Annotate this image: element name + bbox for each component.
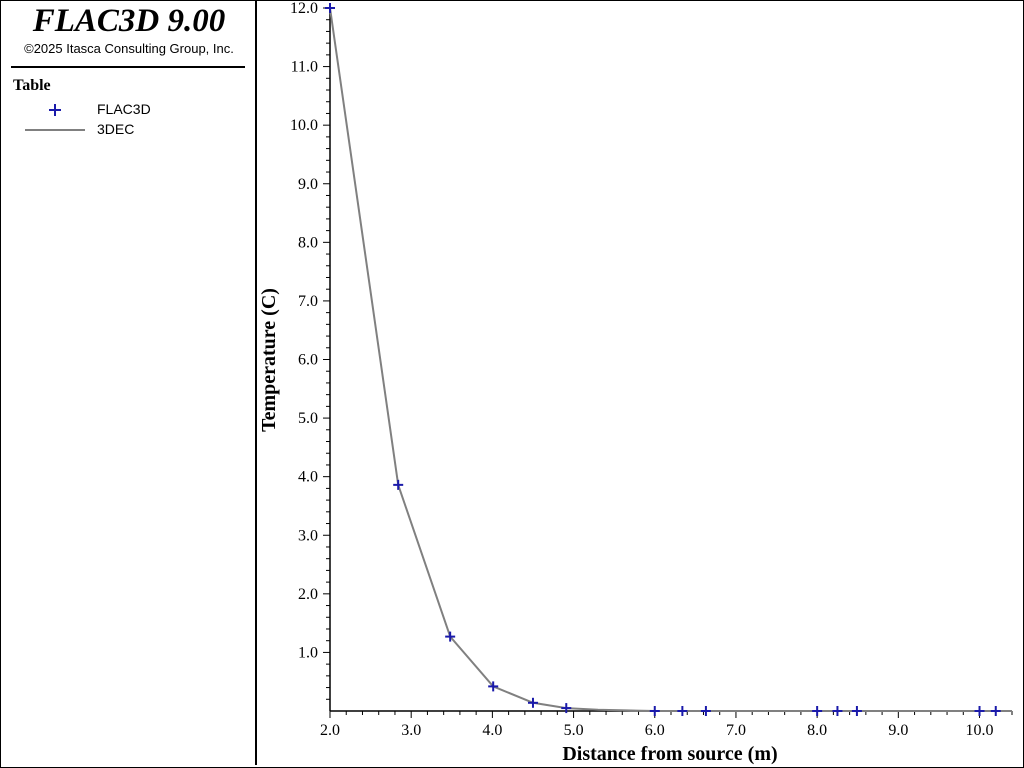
data-point-flac3d <box>527 697 538 708</box>
legend-label-flac3d: FLAC3D <box>97 101 151 117</box>
data-point-flac3d <box>393 479 404 490</box>
x-axis-label: Distance from source (m) <box>562 743 777 765</box>
line-marker-icon <box>25 129 85 131</box>
x-tick-label: 4.0 <box>482 722 502 739</box>
y-tick-label: 8.0 <box>298 234 318 251</box>
legend-label-3dec: 3DEC <box>97 121 135 137</box>
x-tick-label: 3.0 <box>401 722 421 739</box>
plus-marker-icon <box>49 104 61 116</box>
y-tick-label: 2.0 <box>298 586 318 603</box>
data-point-flac3d <box>649 706 660 716</box>
y-tick-label: 7.0 <box>298 293 318 310</box>
data-point-flac3d <box>990 706 1001 716</box>
data-point-flac3d <box>851 706 862 716</box>
copyright-text: ©2025 Itasca Consulting Group, Inc. <box>24 41 234 56</box>
y-tick-label: 9.0 <box>298 176 318 193</box>
series-line-3dec <box>329 7 1012 712</box>
x-tick-label: 7.0 <box>726 722 746 739</box>
legend-title: Table <box>13 77 51 94</box>
y-tick-label: 1.0 <box>298 644 318 661</box>
x-tick-label: 10.0 <box>966 722 994 739</box>
app-title: FLAC3D 9.00 <box>32 3 226 39</box>
legend-panel: FLAC3D 9.00 ©2025 Itasca Consulting Grou… <box>1 1 257 765</box>
x-tick-label: 6.0 <box>645 722 665 739</box>
y-tick-label: 12.0 <box>290 0 318 17</box>
y-tick-label: 5.0 <box>298 410 318 427</box>
y-tick-label: 10.0 <box>290 117 318 134</box>
data-point-flac3d <box>812 706 823 716</box>
data-point-flac3d <box>445 631 456 642</box>
data-point-flac3d <box>561 703 572 714</box>
x-tick-label: 2.0 <box>320 722 340 739</box>
x-tick-label: 8.0 <box>807 722 827 739</box>
legend-item-3dec: 3DEC <box>1 120 241 138</box>
data-point-flac3d <box>325 3 335 13</box>
x-tick-label: 5.0 <box>564 722 584 739</box>
y-tick-label: 6.0 <box>298 352 318 369</box>
legend-item-flac3d: FLAC3D <box>1 100 241 118</box>
y-axis-label: Temperature (C) <box>258 288 280 432</box>
data-point-flac3d <box>488 681 499 692</box>
x-tick-label: 9.0 <box>888 722 908 739</box>
y-tick-label: 3.0 <box>298 527 318 544</box>
data-point-flac3d <box>974 706 985 716</box>
data-point-flac3d <box>700 706 711 716</box>
data-point-flac3d <box>832 706 843 716</box>
legend-separator <box>11 66 245 68</box>
data-point-flac3d <box>677 706 688 716</box>
y-tick-label: 11.0 <box>291 59 318 76</box>
y-tick-label: 4.0 <box>298 469 318 486</box>
